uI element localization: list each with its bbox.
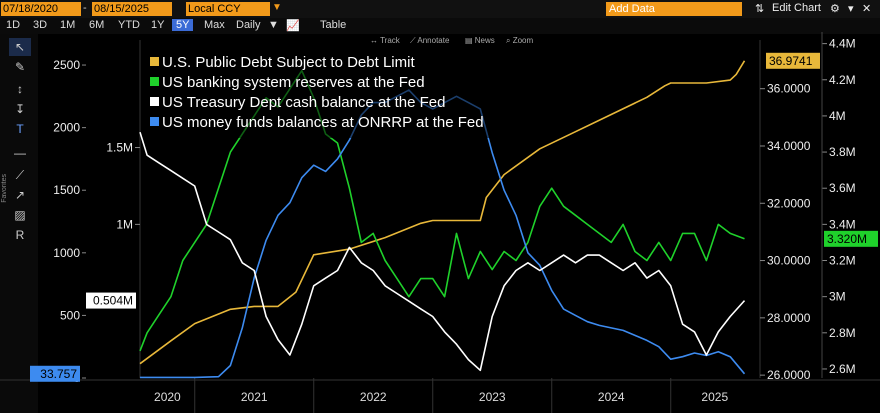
end-date-input[interactable]: 08/15/2025 bbox=[92, 2, 172, 16]
date-separator: - bbox=[83, 2, 87, 14]
right-outer-tick-label: 3.6M bbox=[829, 181, 856, 195]
left-inner-tick-label: 1.5M bbox=[106, 141, 133, 155]
measure-tool-icon[interactable]: ↧ bbox=[14, 102, 26, 116]
left-inner-tick-label: 1M bbox=[116, 217, 133, 231]
right-outer-tick-label: 3.4M bbox=[829, 217, 856, 231]
right-outer-tick-label: 4.2M bbox=[829, 73, 856, 87]
right-inner-tick-label: 28.0000 bbox=[767, 311, 811, 325]
range-1m[interactable]: 1M bbox=[60, 19, 76, 31]
x-tick-label: 2024 bbox=[598, 390, 625, 404]
track-label: Track bbox=[380, 36, 400, 45]
range-ytd[interactable]: YTD bbox=[118, 19, 140, 31]
right-inner-tick-label: 32.0000 bbox=[767, 196, 811, 210]
chevron-icon[interactable]: ▾ bbox=[848, 3, 854, 15]
right-outer-tick-label: 3M bbox=[829, 290, 846, 304]
add-data-input[interactable]: Add Data bbox=[606, 2, 742, 16]
close-icon[interactable]: ✕ bbox=[862, 3, 872, 15]
zoom-label: Zoom bbox=[512, 36, 534, 45]
debt-last-badge-bg bbox=[766, 52, 820, 69]
series-line-2 bbox=[139, 131, 746, 372]
drawing-toolbar: ↖ ✎ ↕ ↧ T — ⟋ ↗ ▨ R Favorites bbox=[0, 34, 38, 413]
reserves-last-badge-bg bbox=[824, 230, 878, 247]
range-1d[interactable]: 1D bbox=[6, 19, 21, 31]
frequency-select[interactable]: Daily bbox=[236, 19, 261, 31]
series-line-0 bbox=[139, 60, 746, 365]
series-line-1 bbox=[139, 69, 745, 352]
right-outer-tick-label: 4.4M bbox=[829, 37, 856, 51]
news-label: News bbox=[474, 36, 495, 45]
zoom-tool[interactable]: ⌕ Zoom bbox=[506, 36, 534, 45]
legend-swatch bbox=[150, 117, 159, 126]
currency-select[interactable]: Local CCY bbox=[186, 2, 270, 16]
right-inner-tick-label: 30.0000 bbox=[767, 254, 811, 268]
legend-background bbox=[146, 52, 554, 138]
range-6m[interactable]: 6M bbox=[89, 19, 105, 31]
onrrp-last-badge-bg bbox=[30, 365, 80, 382]
axis-labels: 2020202120222023202420250500100015002000… bbox=[53, 32, 856, 404]
legend-label: US Treasury Dept cash balance at the Fed bbox=[162, 94, 445, 111]
line-chart-icon[interactable]: 📈 bbox=[286, 20, 300, 32]
legend-swatch bbox=[150, 57, 159, 66]
tga-last-badge: 0.504M bbox=[93, 294, 133, 308]
legend-label: US banking system reserves at the Fed bbox=[162, 74, 425, 91]
legend-label: US money funds balances at ONRRP at the … bbox=[162, 114, 484, 131]
edit-chart-button[interactable]: Edit Chart bbox=[772, 2, 821, 14]
onrrp-last-badge: 33.757 bbox=[40, 367, 77, 381]
right-outer-tick-label: 3.2M bbox=[829, 254, 856, 268]
legend: U.S. Public Debt Subject to Debt Limit US… bbox=[146, 52, 554, 138]
x-tick-label: 2020 bbox=[154, 390, 181, 404]
range-3d[interactable]: 3D bbox=[33, 19, 48, 31]
right-inner-tick-label: 34.0000 bbox=[767, 139, 811, 153]
horizontal-line-icon[interactable]: — bbox=[14, 146, 26, 160]
settings-icon[interactable]: ⚙ bbox=[830, 3, 840, 15]
range-max[interactable]: Max bbox=[204, 19, 225, 31]
x-tick-label: 2023 bbox=[479, 390, 506, 404]
right-inner-tick-label: 36.0000 bbox=[767, 82, 811, 96]
left-outer-tick-label: 2000 bbox=[53, 121, 80, 135]
pencil-icon[interactable]: ✎ bbox=[14, 60, 26, 74]
text-tool-icon[interactable]: T bbox=[16, 122, 24, 136]
right-inner-tick-label: 26.0000 bbox=[767, 368, 811, 382]
legend-swatch bbox=[150, 97, 159, 106]
start-date-input[interactable]: 07/18/2020 bbox=[1, 2, 81, 16]
top-toolbar: 07/18/2020 - 08/15/2025 Local CCY ▼ Add … bbox=[0, 0, 880, 18]
tga-last-badge-bg bbox=[86, 292, 136, 309]
left-outer-tick-label: 1500 bbox=[53, 183, 80, 197]
debt-last-badge: 36.9741 bbox=[769, 54, 813, 68]
x-tick-label: 2025 bbox=[701, 390, 728, 404]
chevron-down-icon[interactable]: ▼ bbox=[268, 19, 279, 31]
percent-tool-icon[interactable]: ↕ bbox=[17, 82, 23, 96]
value-badges: 36.9741 3.320M 0.504M 33.757 bbox=[30, 52, 878, 382]
left-outer-tick-label: 1000 bbox=[53, 246, 80, 260]
trend-line-icon[interactable]: ⟋ bbox=[15, 168, 25, 182]
right-outer-tick-label: 3.8M bbox=[829, 145, 856, 159]
news-tool[interactable]: ▤ News bbox=[465, 36, 495, 45]
x-tick-label: 2022 bbox=[360, 390, 387, 404]
right-outer-tick-label: 4M bbox=[829, 109, 846, 123]
right-outer-tick-label: 2.8M bbox=[829, 326, 856, 340]
chart-settings-icon[interactable]: ⇅ bbox=[755, 3, 765, 15]
range-5y[interactable]: 5Y bbox=[172, 19, 194, 31]
track-tool[interactable]: ↔ Track bbox=[370, 36, 400, 45]
annotate-tool[interactable]: ⟋ Annotate bbox=[410, 36, 450, 45]
table-button[interactable]: Table bbox=[320, 19, 347, 31]
range-1y[interactable]: 1Y bbox=[151, 19, 165, 31]
x-tick-label: 2021 bbox=[241, 390, 268, 404]
left-outer-tick-label: 2500 bbox=[53, 58, 80, 72]
range-bar: 1D 3D 1M 6M YTD 1Y 5Y Max Daily ▼ 📈 Tabl… bbox=[0, 18, 880, 34]
arrow-line-icon[interactable]: ↗ bbox=[14, 188, 26, 202]
channel-tool-icon[interactable]: ▨ bbox=[14, 208, 26, 222]
chevron-down-icon[interactable]: ▼ bbox=[272, 2, 282, 13]
legend-label: U.S. Public Debt Subject to Debt Limit bbox=[162, 54, 415, 71]
annotate-label: Annotate bbox=[417, 36, 450, 45]
gridlines bbox=[0, 40, 880, 413]
ruler-icon[interactable]: R bbox=[15, 228, 25, 242]
reserves-last-badge: 3.320M bbox=[827, 232, 867, 246]
left-outer-tick-label: 500 bbox=[60, 308, 80, 322]
right-outer-tick-label: 2.6M bbox=[829, 362, 856, 376]
legend-swatch bbox=[150, 77, 159, 86]
cursor-icon[interactable]: ↖ bbox=[9, 38, 31, 56]
